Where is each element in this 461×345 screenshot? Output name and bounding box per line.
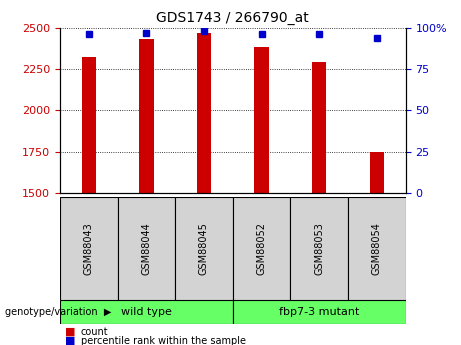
Text: GSM88045: GSM88045 <box>199 222 209 275</box>
Bar <box>60 197 118 300</box>
Text: GSM88052: GSM88052 <box>257 222 266 275</box>
Bar <box>233 197 290 300</box>
Title: GDS1743 / 266790_at: GDS1743 / 266790_at <box>156 11 309 25</box>
Bar <box>254 48 269 193</box>
Bar <box>348 197 406 300</box>
Text: genotype/variation  ▶: genotype/variation ▶ <box>5 307 111 317</box>
Bar <box>60 300 233 324</box>
Text: wild type: wild type <box>121 307 172 317</box>
Bar <box>233 300 406 324</box>
Text: percentile rank within the sample: percentile rank within the sample <box>81 336 246 345</box>
Text: GSM88053: GSM88053 <box>314 222 324 275</box>
Text: GSM88054: GSM88054 <box>372 222 382 275</box>
Bar <box>175 197 233 300</box>
Text: GSM88044: GSM88044 <box>142 222 151 275</box>
Bar <box>118 197 175 300</box>
Bar <box>139 39 154 193</box>
Text: ■: ■ <box>65 336 75 345</box>
Text: ■: ■ <box>65 327 75 337</box>
Text: fbp7-3 mutant: fbp7-3 mutant <box>279 307 360 317</box>
Text: GSM88043: GSM88043 <box>84 222 94 275</box>
Bar <box>370 152 384 193</box>
Bar <box>82 57 96 193</box>
Bar <box>197 32 211 193</box>
Bar <box>290 197 348 300</box>
Bar <box>312 62 326 193</box>
Text: count: count <box>81 327 108 337</box>
